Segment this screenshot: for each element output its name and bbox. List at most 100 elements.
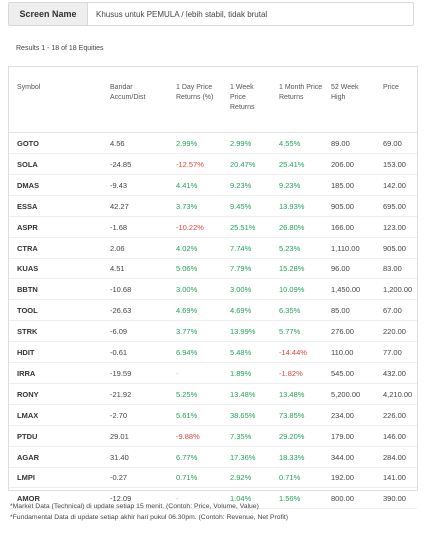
cell-1-week-return: 9.23% bbox=[230, 180, 252, 190]
cell-1-day-return: 5.25% bbox=[176, 389, 198, 399]
cell-symbol[interactable]: AGAR bbox=[17, 452, 40, 462]
table-row[interactable]: AMOR -12.09 - 1.04% 1.56% 800.00 390.00 bbox=[9, 488, 417, 510]
cell-bandar-accum-dist: -21.92 bbox=[110, 389, 132, 399]
table-row[interactable]: HDIT -0.61 6.94% 5.48% -14.44% 110.00 77.00 bbox=[9, 342, 417, 363]
cell-symbol[interactable]: BBTN bbox=[17, 285, 38, 295]
cell-bandar-accum-dist: -10.68 bbox=[110, 285, 132, 295]
cell-52-week-high: 545.00 bbox=[331, 368, 354, 378]
cell-symbol[interactable]: DMAS bbox=[17, 180, 40, 190]
cell-1-day-return: 4.69% bbox=[176, 306, 198, 316]
table-row[interactable]: KUAS 4.51 5.06% 7.79% 15.28% 96.00 83.00 bbox=[9, 258, 417, 280]
cell-price: 4,210.00 bbox=[383, 389, 413, 399]
table-row[interactable]: STRK -6.09 3.77% 13.99% 5.77% 276.00 220.00 bbox=[9, 321, 417, 343]
cell-1-month-return: 10.09% bbox=[279, 285, 305, 295]
cell-1-week-return: 17.36% bbox=[230, 452, 256, 462]
cell-bandar-accum-dist: -12.09 bbox=[110, 494, 132, 504]
cell-bandar-accum-dist: -9.43 bbox=[110, 180, 128, 190]
cell-price: 69.00 bbox=[383, 139, 402, 148]
cell-symbol[interactable]: KUAS bbox=[17, 264, 39, 274]
table-row[interactable]: ESSA 42.27 3.73% 9.45% 13.93% 905.00 695.00 bbox=[9, 196, 417, 217]
cell-price: 226.00 bbox=[383, 410, 406, 420]
cell-bandar-accum-dist: 31.40 bbox=[110, 452, 129, 462]
cell-price: 83.00 bbox=[383, 264, 402, 274]
table-row[interactable]: DMAS -9.43 4.41% 9.23% 9.23% 185.00 142.00 bbox=[9, 175, 417, 196]
cell-1-week-return: 7.74% bbox=[230, 243, 252, 253]
cell-52-week-high: 1,110.00 bbox=[331, 243, 360, 253]
table-row[interactable]: LMAX -2.70 5.61% 38.65% 73.85% 234.00 226.00 bbox=[9, 405, 417, 426]
cell-bandar-accum-dist: 29.01 bbox=[110, 431, 129, 441]
cell-1-day-return: 6.77% bbox=[176, 452, 198, 462]
cell-symbol[interactable]: SOLA bbox=[17, 159, 38, 169]
cell-symbol[interactable]: GOTO bbox=[17, 139, 39, 148]
table-row[interactable]: ASPR -1.68 -10.22% 25.51% 26.80% 166.00 123.00 bbox=[9, 217, 417, 238]
cell-1-month-return: 15.28% bbox=[279, 264, 305, 274]
cell-bandar-accum-dist: -19.59 bbox=[110, 368, 132, 378]
cell-symbol[interactable]: LMAX bbox=[17, 410, 39, 420]
cell-symbol[interactable]: ASPR bbox=[17, 222, 38, 232]
cell-symbol[interactable]: CTRA bbox=[17, 243, 38, 253]
cell-52-week-high: 89.00 bbox=[331, 139, 350, 148]
cell-1-day-return: 4.02% bbox=[176, 243, 198, 253]
cell-1-day-return: - bbox=[176, 368, 179, 378]
table-row[interactable]: TOOL -26.63 4.69% 4.69% 6.35% 85.00 67.00 bbox=[9, 300, 417, 322]
cell-1-day-return: -9.88% bbox=[176, 431, 200, 441]
screen-name-value[interactable]: Khusus untuk PEMULA / lebih stabil, tida… bbox=[96, 9, 268, 19]
cell-52-week-high: 85.00 bbox=[331, 306, 350, 316]
footnotes: *Market Data (Technical) di update setia… bbox=[10, 501, 288, 523]
column-header-1-month[interactable]: 1 Month Price Returns bbox=[279, 84, 323, 101]
cell-price: 142.00 bbox=[383, 180, 406, 190]
column-header-bandar[interactable]: Bandar Accum/Dist bbox=[110, 84, 146, 101]
cell-price: 67.00 bbox=[383, 306, 402, 316]
table-row[interactable]: CTRA 2.06 4.02% 7.74% 5.23% 1,110.00 905.00 bbox=[9, 238, 417, 259]
table-row[interactable]: RONY -21.92 5.25% 13.48% 13.48% 5,200.00 4,210… bbox=[9, 384, 417, 405]
table-row[interactable]: SOLA -24.85 -12.57% 20.47% 25.41% 206.00 153.0… bbox=[9, 154, 417, 175]
table-row[interactable]: BBTN -10.68 3.00% 3.00% 10.09% 1,450.00 1,200.… bbox=[9, 279, 417, 301]
cell-52-week-high: 192.00 bbox=[331, 473, 354, 483]
column-header-symbol[interactable]: Symbol bbox=[17, 84, 41, 91]
table-row[interactable]: PTDU 29.01 -9.88% 7.35% 29.20% 179.00 146.00 bbox=[9, 426, 417, 447]
cell-symbol[interactable]: LMPI bbox=[17, 473, 35, 483]
cell-1-week-return: 5.48% bbox=[230, 348, 252, 357]
cell-52-week-high: 276.00 bbox=[331, 327, 354, 337]
cell-symbol[interactable]: TOOL bbox=[17, 306, 38, 316]
cell-52-week-high: 206.00 bbox=[331, 159, 354, 169]
cell-bandar-accum-dist: -24.85 bbox=[110, 159, 132, 169]
column-header-price[interactable]: Price bbox=[383, 84, 399, 91]
cell-1-day-return: -10.22% bbox=[176, 222, 204, 232]
table-row[interactable]: AGAR 31.40 6.77% 17.36% 18.33% 344.00 284.00 bbox=[9, 447, 417, 468]
footnote-fundamental-data: *Fundamental Data di update setiap akhir… bbox=[10, 514, 289, 521]
cell-1-month-return: 13.93% bbox=[279, 201, 305, 211]
cell-symbol[interactable]: STRK bbox=[17, 327, 38, 337]
cell-1-month-return: 25.41% bbox=[279, 159, 305, 169]
cell-1-week-return: 13.99% bbox=[230, 327, 256, 337]
cell-bandar-accum-dist: 4.56 bbox=[110, 139, 125, 148]
cell-1-day-return: 2.99% bbox=[176, 139, 198, 148]
table-row[interactable]: IRRA -19.59 - 1.89% -1.82% 545.00 432.00 bbox=[9, 363, 417, 384]
cell-bandar-accum-dist: -0.61 bbox=[110, 348, 128, 357]
cell-1-week-return: 38.65% bbox=[230, 410, 256, 420]
table-row[interactable]: GOTO 4.56 2.99% 2.99% 4.55% 89.00 69.00 bbox=[9, 133, 417, 154]
cell-1-day-return: 0.71% bbox=[176, 473, 198, 483]
cell-symbol[interactable]: RONY bbox=[17, 389, 39, 399]
column-header-52-week-high[interactable]: 52 Week High bbox=[331, 84, 359, 101]
cell-1-week-return: 1.04% bbox=[230, 494, 252, 504]
cell-bandar-accum-dist: 4.51 bbox=[110, 264, 125, 274]
cell-symbol[interactable]: ESSA bbox=[17, 201, 38, 211]
cell-1-week-return: 9.45% bbox=[230, 201, 252, 211]
table-header: Symbol Bandar Accum/Dist 1 Day Price Ret… bbox=[9, 67, 417, 133]
column-header-1-day[interactable]: 1 Day Price Returns (%) bbox=[176, 84, 214, 101]
cell-symbol[interactable]: PTDU bbox=[17, 431, 38, 441]
cell-1-week-return: 7.79% bbox=[230, 264, 252, 274]
cell-symbol[interactable]: HDIT bbox=[17, 348, 35, 357]
cell-52-week-high: 344.00 bbox=[331, 452, 354, 462]
cell-52-week-high: 96.00 bbox=[331, 264, 350, 274]
cell-symbol[interactable]: AMOR bbox=[17, 494, 40, 504]
cell-1-day-return: 3.73% bbox=[176, 201, 198, 211]
cell-bandar-accum-dist: 2.06 bbox=[110, 243, 125, 253]
column-header-1-week[interactable]: 1 Week Price Returns bbox=[230, 84, 255, 111]
cell-1-week-return: 2.92% bbox=[230, 473, 252, 483]
cell-price: 220.00 bbox=[383, 327, 406, 337]
cell-symbol[interactable]: IRRA bbox=[17, 368, 36, 378]
cell-1-month-return: 0.71% bbox=[279, 473, 301, 483]
table-row[interactable]: LMPI -0.27 0.71% 2.92% 0.71% 192.00 141.00 bbox=[9, 467, 417, 489]
